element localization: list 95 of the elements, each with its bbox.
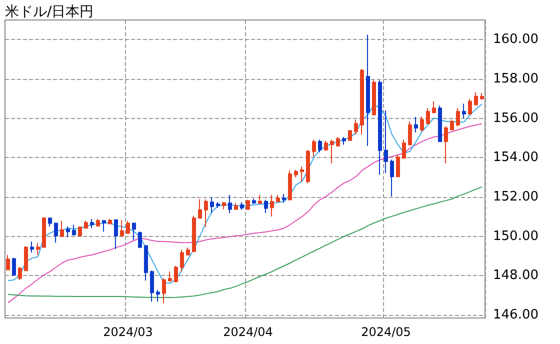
candlestick	[348, 130, 352, 141]
line-series	[8, 123, 482, 304]
candlestick	[138, 231, 142, 249]
candlestick	[456, 108, 460, 127]
candlestick	[72, 224, 76, 236]
candlestick	[114, 219, 118, 250]
candlestick	[312, 139, 316, 158]
candlestick	[336, 136, 340, 146]
candlestick	[396, 154, 400, 178]
candlestick	[318, 139, 322, 153]
candlestick	[42, 216, 46, 248]
candlestick	[288, 170, 292, 200]
candlestick	[426, 108, 430, 124]
candlestick	[36, 242, 40, 256]
candlestick	[234, 202, 238, 210]
candlestick	[144, 245, 148, 282]
candlestick	[420, 116, 424, 132]
candlestick	[276, 194, 280, 202]
candlestick	[150, 270, 154, 302]
candlestick	[192, 215, 196, 252]
candlestick	[180, 249, 184, 272]
candlestick	[378, 80, 382, 176]
candlestick	[264, 199, 268, 214]
candlestick	[252, 198, 256, 204]
candlestick	[408, 120, 412, 146]
candlestick	[6, 254, 10, 271]
candlestick	[480, 92, 484, 100]
candlestick	[204, 198, 208, 228]
candlestick	[270, 194, 274, 218]
candlestick	[306, 149, 310, 184]
candlestick	[162, 278, 166, 304]
candlestick	[414, 116, 418, 134]
candlestick	[84, 220, 88, 229]
x-tick-label: 2024/03	[103, 325, 153, 339]
candlestick	[30, 240, 34, 253]
chart-title: 米ドル/日本円	[5, 4, 94, 20]
candlestick	[78, 226, 82, 236]
y-tick-label: 158.00	[493, 72, 538, 87]
candlestick	[210, 196, 214, 214]
y-tick-label: 156.00	[493, 110, 538, 126]
candlestick	[246, 199, 250, 210]
candlestick	[126, 220, 130, 234]
candlestick	[120, 219, 124, 236]
candlestick	[402, 139, 406, 159]
candlestick	[462, 103, 466, 118]
candlestick	[108, 218, 112, 224]
y-tick-label: 150.00	[493, 228, 538, 244]
y-tick-label: 160.00	[493, 32, 538, 48]
candlestick	[330, 139, 334, 164]
candlestick	[54, 222, 58, 244]
candlestick	[66, 226, 70, 238]
candlestick	[432, 100, 436, 114]
x-tick-label: 2024/04	[223, 325, 273, 339]
candlestick	[174, 265, 178, 282]
candlestick	[156, 289, 160, 302]
candlestick	[438, 105, 442, 142]
candlestick	[444, 126, 448, 164]
line-series	[8, 186, 482, 298]
candlestick	[186, 247, 190, 256]
candlestick	[222, 202, 226, 210]
candlestick	[300, 166, 304, 182]
candlestick	[450, 119, 454, 130]
y-tick-label: 152.00	[493, 190, 538, 205]
y-tick-label: 148.00	[493, 268, 538, 284]
candlestick	[468, 98, 472, 116]
candlestick	[48, 218, 52, 228]
candlestick	[384, 110, 388, 174]
candlestick	[282, 193, 286, 204]
candlestick	[372, 80, 376, 116]
candlestick	[474, 92, 478, 106]
candlestick	[102, 220, 106, 232]
line-series	[8, 103, 482, 284]
y-tick-label: 146.00	[493, 308, 538, 323]
candlestick	[390, 159, 394, 197]
candlestick	[216, 202, 220, 208]
candlestick	[198, 198, 202, 219]
candlestick	[132, 222, 136, 240]
candlestick	[18, 266, 22, 281]
candlestick	[294, 169, 298, 178]
candlestick	[342, 136, 346, 146]
candlestick	[24, 246, 28, 272]
candlestick	[12, 257, 16, 276]
candlestick	[360, 68, 364, 136]
candlestick	[258, 194, 262, 204]
candlestick	[60, 220, 64, 237]
candlestick	[354, 119, 358, 136]
x-tick-label: 2024/05	[361, 325, 411, 339]
y-tick-label: 154.00	[493, 150, 538, 166]
candlestick	[324, 140, 328, 152]
candlestick	[168, 271, 172, 282]
candlestick	[240, 202, 244, 210]
candlestick	[228, 194, 232, 214]
candlestick	[366, 34, 370, 146]
candlestick	[96, 218, 100, 226]
candlestick	[90, 218, 94, 229]
